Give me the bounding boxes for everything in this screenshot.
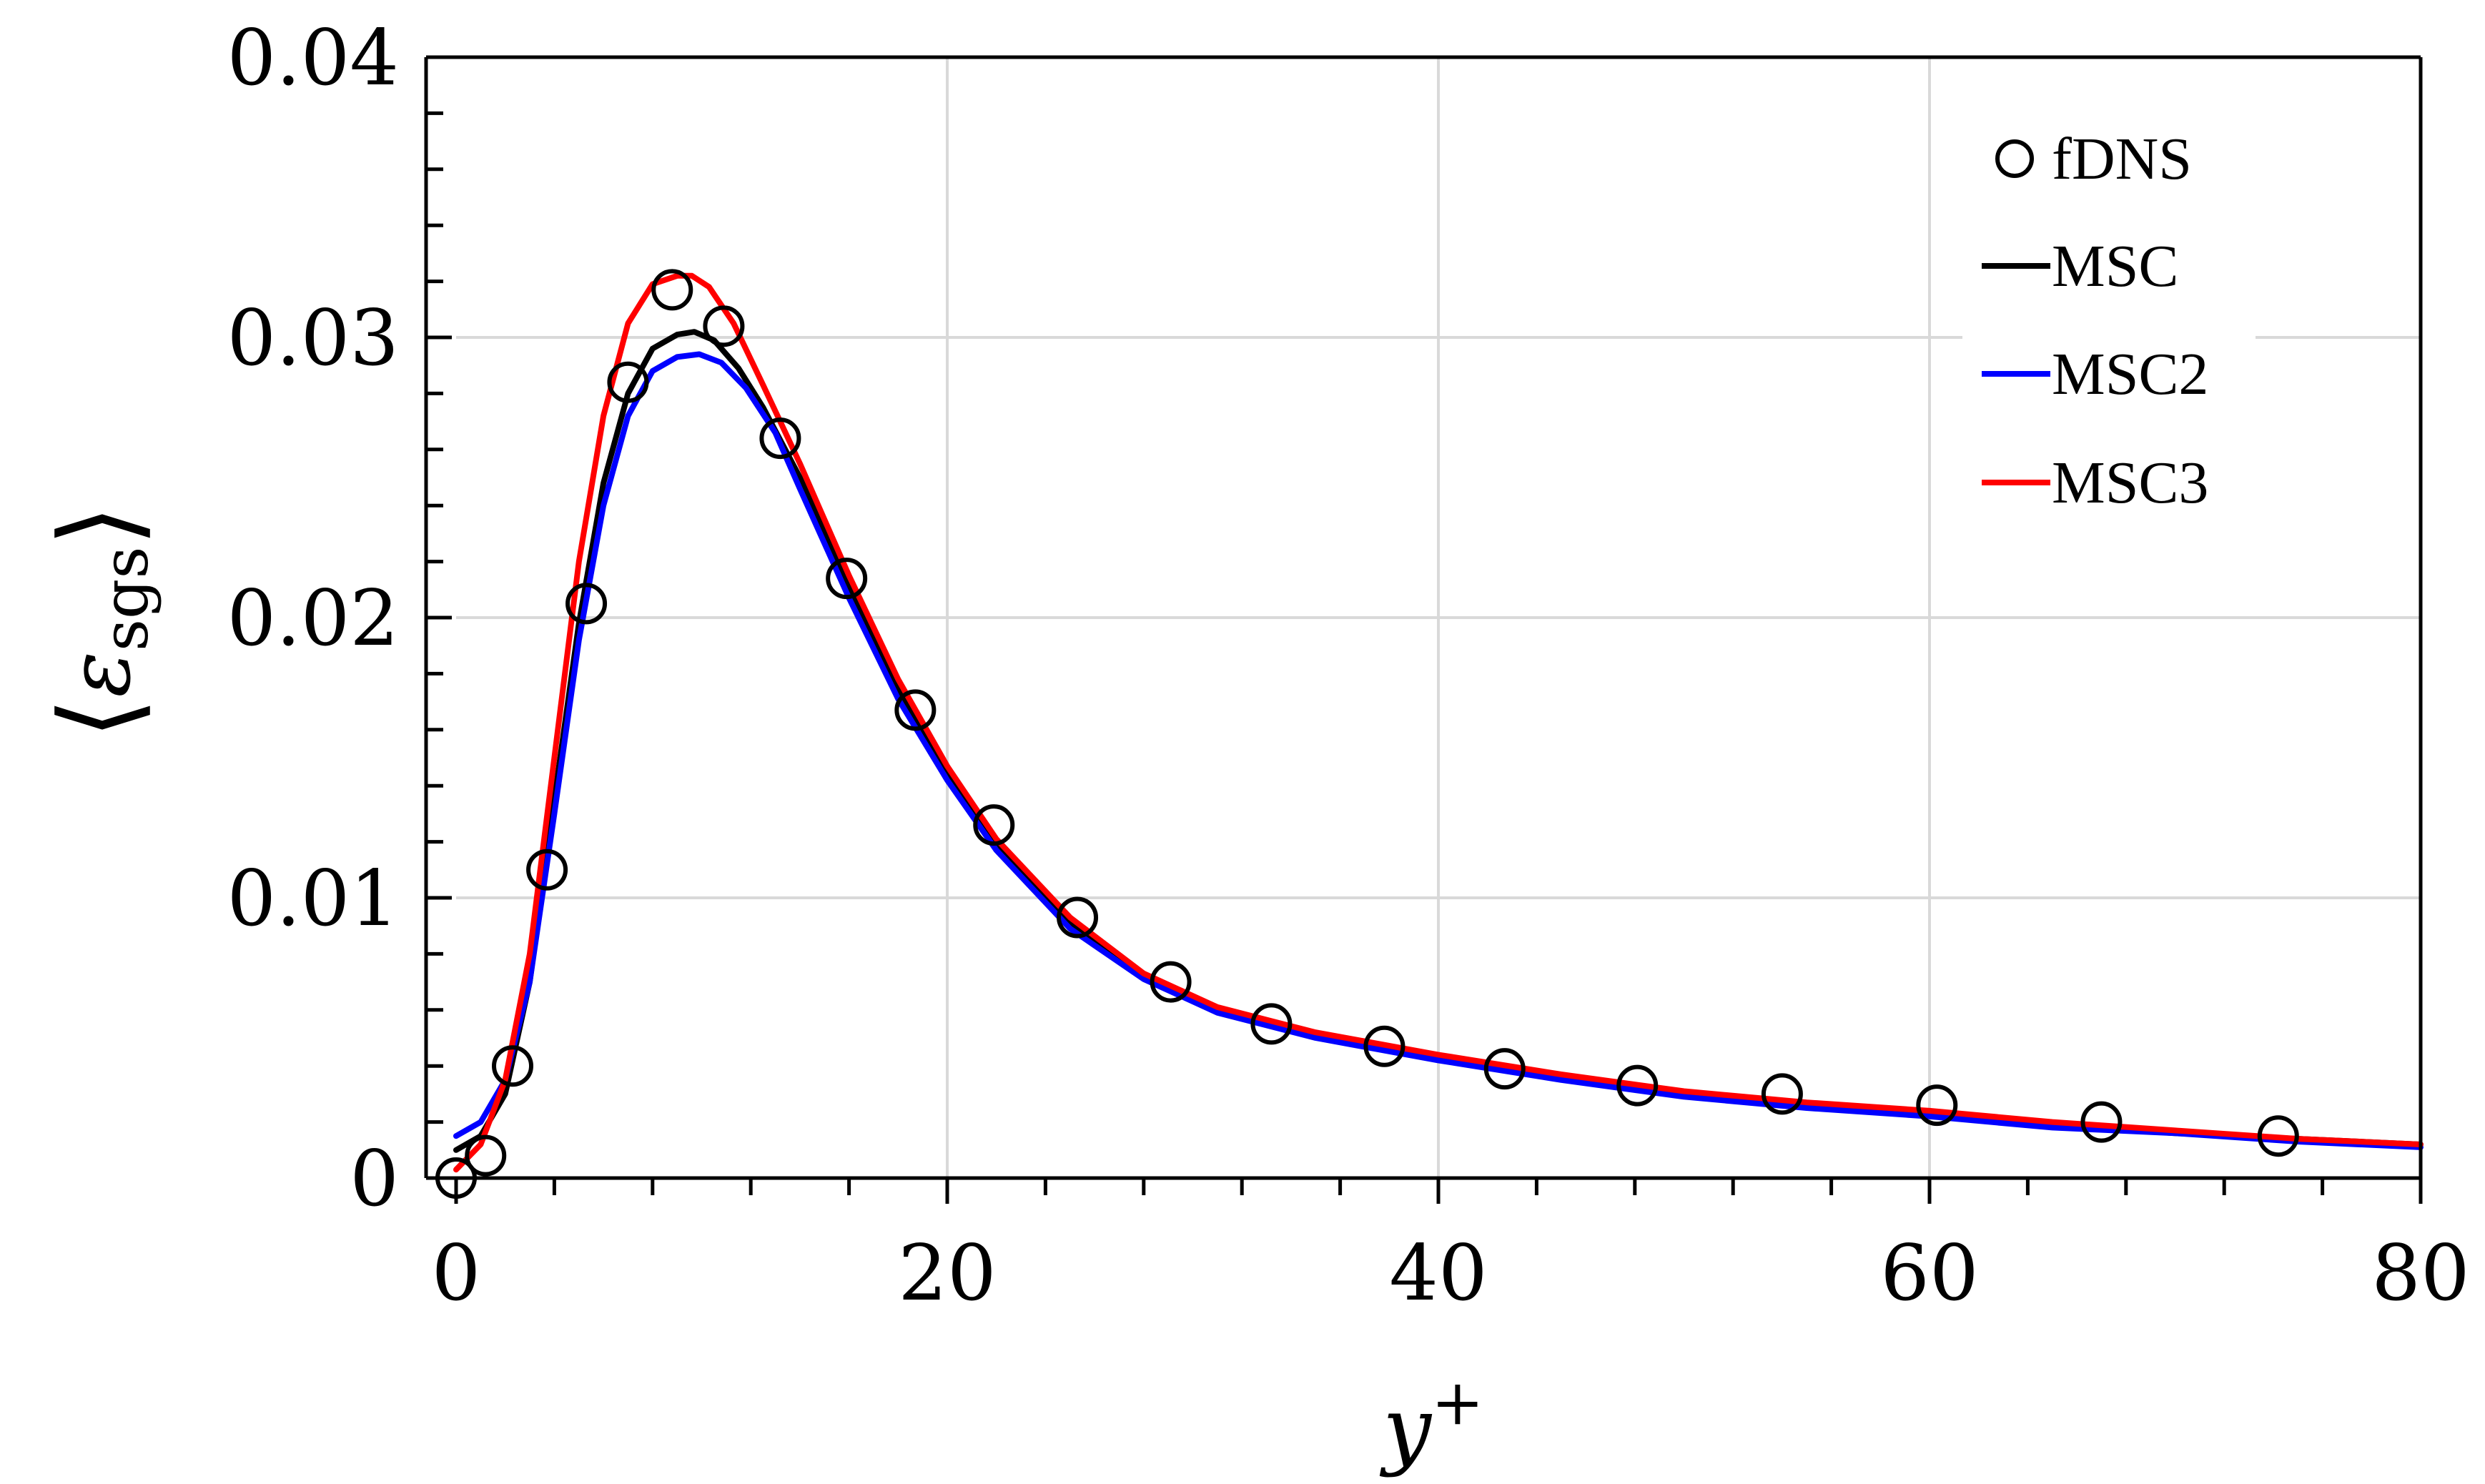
data-point-fdns — [1250, 1003, 1293, 1045]
y-axis-bracket-left: ⟨ — [37, 698, 162, 740]
tick-labels: 0 20 40 60 80 0 0.01 0.02 0.03 0.04 — [227, 14, 2470, 1318]
legend-item-msc2: MSC2 — [1982, 341, 2208, 407]
x-tick-label: 60 — [1880, 1229, 1978, 1318]
data-point-fdns — [826, 558, 868, 600]
data-point-fdns — [1916, 1084, 1958, 1127]
y-axis-title: ⟨εsgs⟩ — [37, 505, 162, 739]
y-tick-label: 0.02 — [227, 574, 399, 663]
y-axis-title-sub: sgs — [89, 546, 162, 651]
data-point-fdns — [651, 269, 693, 311]
y-axis-title-main: ε — [50, 651, 149, 697]
y-tick-label: 0.03 — [227, 294, 399, 383]
legend-label-msc2: MSC2 — [2052, 341, 2208, 407]
legend-label-fdns: fDNS — [2052, 126, 2192, 192]
data-point-fdns — [1616, 1064, 1659, 1107]
data-point-fdns — [703, 305, 745, 347]
y-tick-label: 0 — [350, 1134, 399, 1224]
data-point-fdns — [759, 417, 801, 460]
data-point-fdns — [2257, 1115, 2299, 1157]
data-point-fdns — [1483, 1048, 1526, 1090]
data-point-fdns — [973, 804, 1015, 846]
y-tick-label: 0.01 — [227, 854, 399, 944]
data-point-fdns — [565, 583, 608, 625]
series-line-msc2 — [453, 351, 2424, 1150]
y-tick-label: 0.04 — [227, 14, 399, 103]
series-line-msc3 — [453, 272, 2424, 1173]
data-point-fdns — [1363, 1025, 1405, 1067]
data-point-fdns — [1761, 1073, 1803, 1115]
data-point-fdns — [1057, 896, 1099, 939]
legend-label-msc3: MSC3 — [2052, 450, 2208, 516]
legend-marker-fdns — [1995, 139, 2034, 178]
x-axis-title: y+ — [1379, 1365, 1484, 1479]
data-point-fdns — [526, 849, 568, 891]
x-tick-label: 20 — [898, 1229, 996, 1318]
legend-item-fdns: fDNS — [1995, 126, 2192, 192]
ticks — [426, 55, 2423, 1204]
data-point-fdns — [492, 1045, 534, 1087]
x-axis-title-main: y — [1379, 1380, 1433, 1479]
svg-text:⟨εsgs⟩: ⟨εsgs⟩ — [37, 505, 162, 739]
x-axis-title-sup: + — [1431, 1365, 1484, 1439]
data-point-fdns — [465, 1134, 507, 1177]
x-tick-label: 40 — [1389, 1229, 1487, 1318]
legend-background — [1962, 111, 2256, 525]
x-tick-label: 0 — [432, 1229, 481, 1318]
x-tick-label: 80 — [2371, 1229, 2469, 1318]
y-axis-bracket-right: ⟩ — [37, 505, 162, 547]
legend-item-msc: MSC — [1982, 233, 2178, 300]
data-point-fdns — [894, 689, 937, 731]
data-point-fdns — [2080, 1101, 2123, 1143]
legend-label-msc: MSC — [2052, 233, 2178, 300]
data-point-fdns — [607, 361, 649, 403]
legend: fDNS MSC MSC2 MSC3 — [1962, 111, 2256, 525]
legend-item-msc3: MSC3 — [1982, 450, 2208, 516]
data-point-fdns — [1150, 961, 1192, 1003]
